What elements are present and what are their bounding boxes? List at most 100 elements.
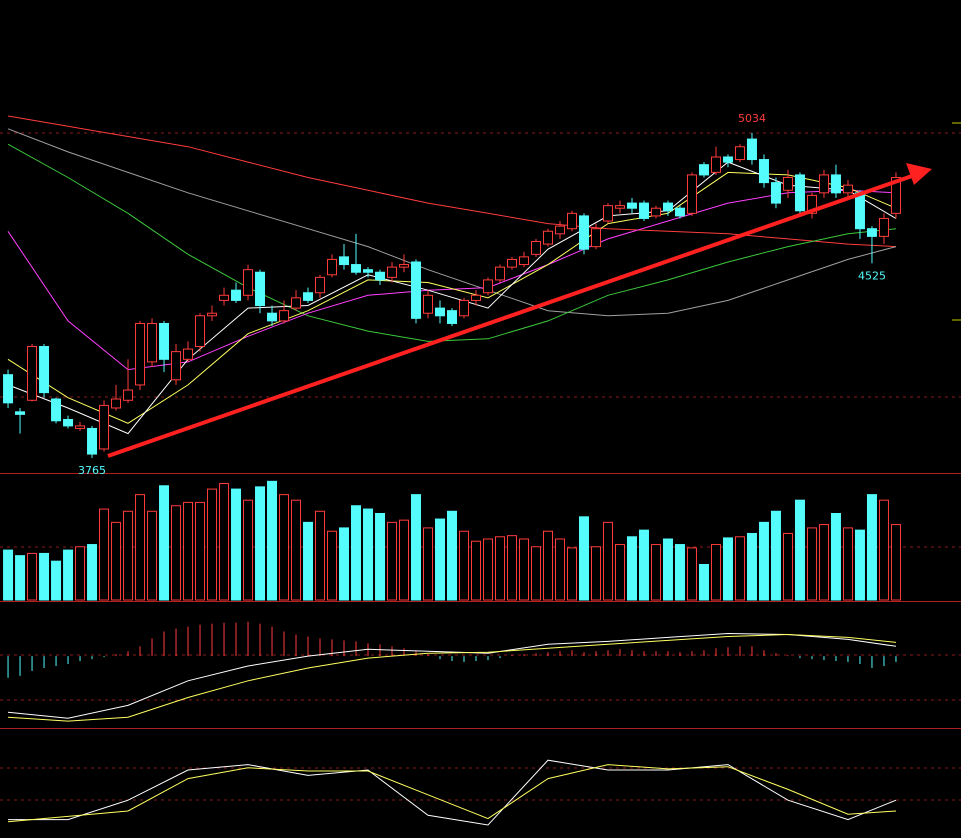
candle-body (602, 205, 613, 222)
candle-body (435, 307, 446, 317)
volume-bar (219, 483, 230, 601)
volume-bar (63, 549, 74, 601)
volume-bar (602, 521, 613, 601)
candle-body (399, 264, 410, 268)
volume-bar (662, 538, 673, 601)
candle-body (518, 256, 529, 266)
volume-bar (315, 510, 326, 601)
volume-bar (291, 499, 302, 601)
moving-average (7, 189, 897, 371)
volume-bar (207, 488, 218, 601)
volume-bar (135, 494, 146, 601)
volume-bar (171, 505, 182, 601)
volume-bar (159, 485, 170, 601)
volume-bar (459, 530, 470, 601)
candle-body (39, 346, 50, 394)
candle-body (447, 310, 458, 324)
volume-bar (183, 501, 194, 601)
volume-bar (650, 544, 661, 601)
candle-body (662, 202, 673, 212)
candle-body (830, 174, 841, 194)
candle-body (770, 182, 781, 204)
candle-body (15, 411, 26, 415)
volume-bar (854, 529, 865, 601)
volume-bar (746, 532, 757, 601)
volume-bar (506, 535, 517, 601)
candle-body (542, 230, 553, 245)
candle-body (638, 202, 649, 219)
trend-arrow (107, 163, 932, 458)
volume-bar (710, 544, 721, 601)
candle-body (291, 297, 302, 309)
candle-body (626, 202, 637, 209)
price-label: 5034 (738, 112, 766, 125)
candle-body (482, 279, 493, 294)
volume-bar (243, 499, 254, 601)
volume-bar (15, 555, 26, 601)
candle-body (746, 138, 757, 161)
volume-bar (147, 510, 158, 601)
volume-bar (806, 527, 817, 601)
candle-body (674, 207, 685, 217)
candle-body (554, 225, 565, 235)
volume-bar (447, 510, 458, 601)
volume-bar (303, 521, 314, 601)
candle-body (590, 228, 601, 248)
candle-body (87, 427, 98, 455)
candle-body (471, 294, 482, 301)
candle-body (51, 398, 62, 422)
volume-bar (638, 529, 649, 601)
volume-bar (542, 530, 553, 601)
volume-bar (878, 499, 889, 601)
candle-body (818, 174, 829, 194)
volume-bar (195, 501, 206, 601)
volume-bar (590, 546, 601, 601)
moving-average (7, 143, 897, 342)
candle-body (650, 207, 661, 217)
candle-body (578, 215, 589, 250)
volume-bar (399, 519, 410, 601)
price-label: 4525 (858, 269, 886, 282)
candle-body (195, 315, 206, 348)
candle-body (279, 310, 290, 322)
volume-bar (123, 510, 134, 601)
volume-bar (363, 508, 374, 601)
candle-body (171, 351, 182, 381)
candle-body (63, 418, 74, 427)
candle-body (423, 294, 434, 314)
volume-bar (626, 536, 637, 601)
volume-bar (686, 547, 697, 601)
candle-body (327, 258, 338, 276)
volume-bar (267, 480, 278, 601)
candle-body (207, 312, 218, 317)
volume-bar (866, 494, 877, 601)
volume-bar (530, 546, 541, 601)
candle-body (698, 164, 709, 176)
candle-body (459, 299, 470, 317)
volume-bar (87, 544, 98, 601)
candle-body (351, 264, 362, 273)
arrow-head (906, 163, 932, 185)
volume-bar (518, 538, 529, 601)
candle-body (75, 425, 86, 429)
kdj-line (8, 759, 897, 826)
candle-body (231, 289, 242, 301)
volume-bar (279, 494, 290, 601)
volume-bar (554, 538, 565, 601)
panel-borders (0, 473, 961, 729)
volume-bar (758, 521, 769, 601)
candle-body (494, 266, 505, 281)
volume-bar (566, 547, 577, 601)
volume-bar (231, 488, 242, 601)
volume-bar (75, 546, 86, 601)
volume-bar (722, 537, 733, 601)
volume-bar (111, 521, 122, 601)
candle-body (183, 348, 194, 360)
volume-bar (830, 512, 841, 601)
volume-bar (27, 552, 38, 601)
volume-bar (698, 564, 709, 601)
volume-bar (375, 512, 386, 601)
candle-body (27, 346, 38, 401)
kdj-line (7, 764, 897, 823)
candle-body (243, 269, 254, 296)
